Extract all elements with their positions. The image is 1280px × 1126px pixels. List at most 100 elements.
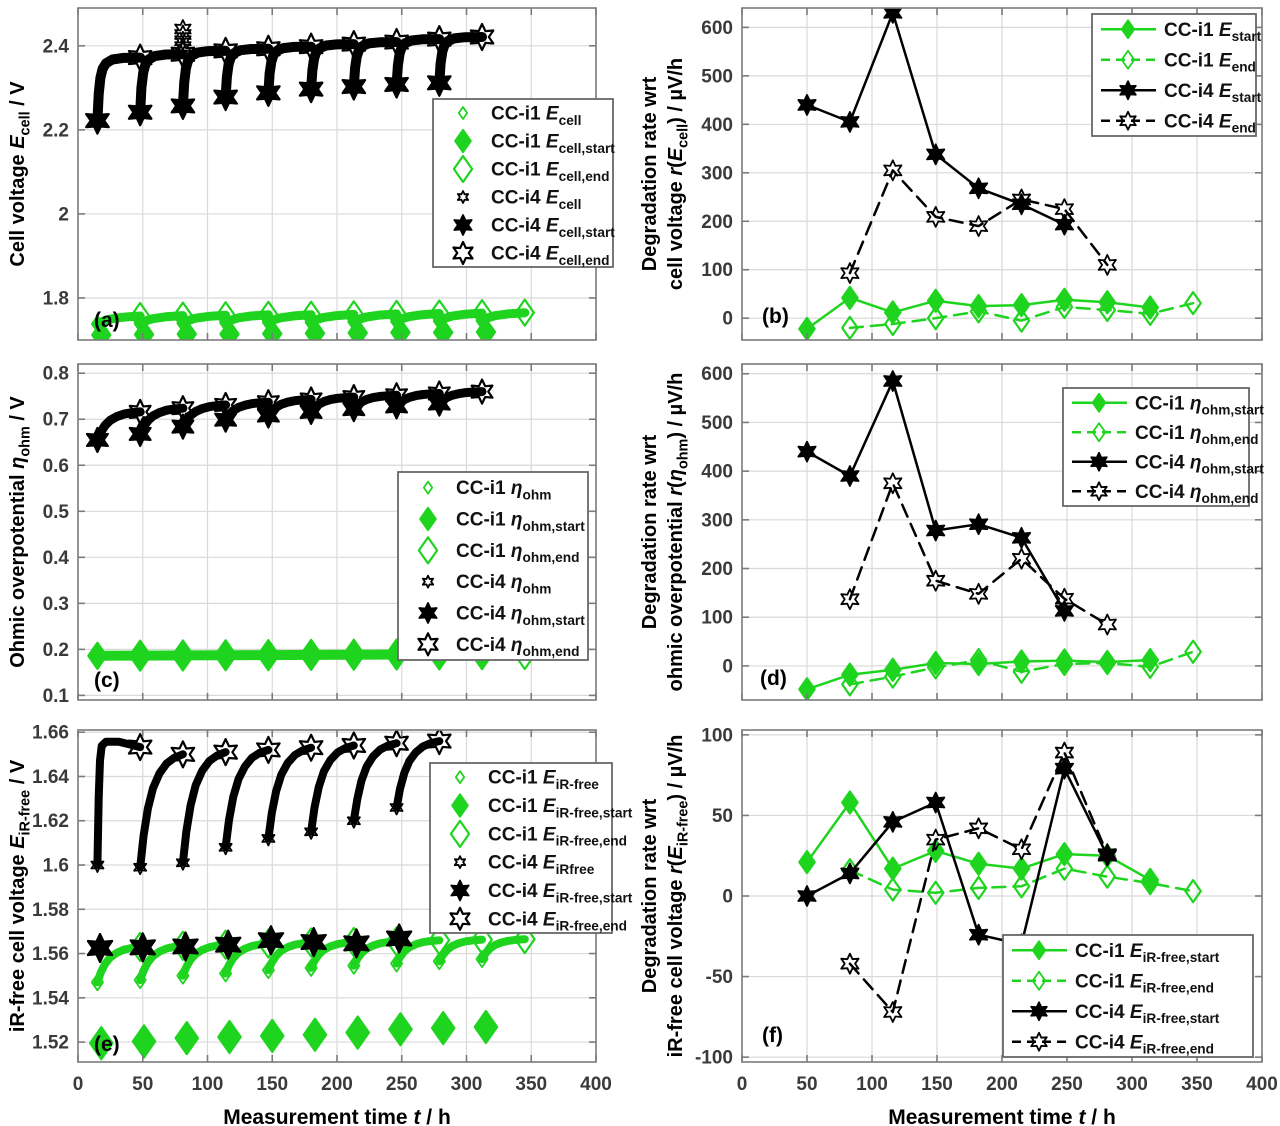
panel-e-ir-free-voltage: 1.52 1.54 1.56 1.58 1.6 1.62 1.64 1.66 0 50 100 150… bbox=[0, 712, 640, 1126]
svg-text:0.1: 0.1 bbox=[43, 686, 70, 707]
svg-text:Cell voltage Ecell / V: Cell voltage Ecell / V bbox=[7, 81, 34, 267]
svg-text:CC-i4 ηohm,end: CC-i4 ηohm,end bbox=[456, 635, 579, 659]
svg-text:0: 0 bbox=[722, 656, 733, 677]
panel-d-degradation-rate-ohm: 0 100 200 300 400 500 600 Degradation rate wrt o… bbox=[640, 352, 1280, 712]
svg-text:50: 50 bbox=[796, 1074, 817, 1095]
svg-text:-50: -50 bbox=[706, 967, 733, 988]
svg-text:CC-i1 Ecell: CC-i1 Ecell bbox=[491, 104, 581, 128]
legend-d: CC-i1 ηohm,start CC-i1 ηohm,end CC-i4 ηohm… bbox=[1062, 387, 1264, 507]
svg-text:2.2: 2.2 bbox=[43, 120, 69, 141]
svg-text:CC-i1 Eend: CC-i1 Eend bbox=[1164, 50, 1256, 74]
svg-text:200: 200 bbox=[701, 212, 733, 233]
svg-text:Degradation rate wrt: Degradation rate wrt bbox=[640, 76, 661, 271]
svg-text:CC-i1 Estart: CC-i1 Estart bbox=[1164, 20, 1262, 44]
svg-text:CC-i4 ηohm,start: CC-i4 ηohm,start bbox=[1135, 452, 1264, 476]
svg-text:100: 100 bbox=[701, 260, 733, 281]
svg-text:1.56: 1.56 bbox=[32, 944, 69, 965]
svg-text:500: 500 bbox=[701, 66, 733, 87]
panel-b-degradation-rate-ecell: 0 100 200 300 400 500 600 Degradation rate wrt c… bbox=[640, 0, 1280, 352]
svg-text:CC-i1 EiR-free,start: CC-i1 EiR-free,start bbox=[1075, 941, 1220, 965]
svg-text:600: 600 bbox=[701, 364, 733, 385]
svg-text:1.66: 1.66 bbox=[32, 723, 69, 744]
svg-text:Ohmic overpotential ηohm / V: Ohmic overpotential ηohm / V bbox=[7, 396, 34, 668]
svg-text:400: 400 bbox=[580, 1074, 612, 1095]
svg-text:400: 400 bbox=[1246, 1074, 1278, 1095]
legend-a: CC-i1 Ecell CC-i1 Ecell,start CC-i1 Ecell,… bbox=[432, 98, 615, 268]
svg-text:CC-i1 Ecell,start: CC-i1 Ecell,start bbox=[491, 132, 615, 156]
svg-text:0.8: 0.8 bbox=[43, 364, 69, 385]
svg-text:1.52: 1.52 bbox=[32, 1033, 69, 1054]
svg-text:CC-i1 ηohm,end: CC-i1 ηohm,end bbox=[456, 541, 579, 565]
svg-text:0: 0 bbox=[737, 1074, 748, 1095]
svg-text:ohmic overpotential r(ηohm) /: ohmic overpotential r(ηohm) / µV/h bbox=[665, 373, 692, 692]
svg-text:(f): (f) bbox=[762, 1024, 783, 1047]
svg-text:iR-free cell voltage EiR-free: iR-free cell voltage EiR-free / V bbox=[7, 759, 34, 1032]
svg-text:-100: -100 bbox=[695, 1048, 733, 1069]
svg-text:0.4: 0.4 bbox=[43, 548, 70, 569]
svg-text:1.8: 1.8 bbox=[43, 288, 69, 309]
svg-text:400: 400 bbox=[701, 462, 733, 483]
svg-text:150: 150 bbox=[256, 1074, 288, 1095]
svg-text:1.54: 1.54 bbox=[32, 988, 69, 1009]
svg-text:200: 200 bbox=[701, 559, 733, 580]
svg-text:50: 50 bbox=[132, 1074, 153, 1095]
svg-text:CC-i4 Ecell,end: CC-i4 Ecell,end bbox=[491, 244, 610, 268]
svg-text:CC-i1 EiR-free,end: CC-i1 EiR-free,end bbox=[1075, 971, 1214, 995]
legend-b: CC-i1 Estart CC-i1 Eend CC-i4 Estart CC-i4 … bbox=[1091, 13, 1262, 137]
svg-text:600: 600 bbox=[701, 18, 733, 39]
svg-text:2: 2 bbox=[58, 204, 69, 225]
svg-text:100: 100 bbox=[701, 608, 733, 629]
svg-text:200: 200 bbox=[986, 1074, 1018, 1095]
svg-text:(e): (e) bbox=[94, 1033, 120, 1056]
svg-text:CC-i4 EiR-free,end: CC-i4 EiR-free,end bbox=[488, 909, 627, 933]
svg-text:100: 100 bbox=[192, 1074, 224, 1095]
svg-text:CC-i4 ηohm,start: CC-i4 ηohm,start bbox=[456, 604, 585, 628]
svg-text:0.7: 0.7 bbox=[43, 410, 69, 431]
panel-a-cell-voltage: 1.8 2 2.2 2.4 Cell voltage Ecell / V (a) CC-i1… bbox=[0, 0, 640, 352]
svg-text:(c): (c) bbox=[94, 669, 120, 692]
legend-e: CC-i1 EiR-free CC-i1 EiR-free,start CC-i1 … bbox=[429, 762, 633, 934]
svg-text:0: 0 bbox=[73, 1074, 84, 1095]
svg-text:250: 250 bbox=[386, 1074, 418, 1095]
svg-text:CC-i1 EiR-free: CC-i1 EiR-free bbox=[488, 768, 599, 792]
svg-text:300: 300 bbox=[701, 510, 733, 531]
panel-c-ohmic-overpotential: 0.1 0.2 0.3 0.4 0.5 0.6 0.7 0.8 Ohmic overpotent… bbox=[0, 352, 640, 712]
svg-text:CC-i4 EiRfree: CC-i4 EiRfree bbox=[488, 853, 595, 877]
svg-text:50: 50 bbox=[712, 806, 733, 827]
svg-text:CC-i1 EiR-free,start: CC-i1 EiR-free,start bbox=[488, 796, 633, 820]
svg-text:Degradation rate wrt: Degradation rate wrt bbox=[640, 798, 661, 993]
svg-text:iR-free cell voltage r(EiR-fre: iR-free cell voltage r(EiR-free) / µV/h bbox=[665, 735, 692, 1058]
svg-text:CC-i4 EiR-free,end: CC-i4 EiR-free,end bbox=[1075, 1032, 1214, 1056]
svg-text:(d): (d) bbox=[760, 667, 787, 690]
svg-text:1.64: 1.64 bbox=[32, 767, 69, 788]
svg-text:CC-i4 Estart: CC-i4 Estart bbox=[1164, 81, 1262, 105]
svg-text:CC-i4 ηohm,end: CC-i4 ηohm,end bbox=[1135, 482, 1258, 506]
svg-text:CC-i4 EiR-free,start: CC-i4 EiR-free,start bbox=[488, 881, 633, 905]
svg-text:Measurement time t / h: Measurement time t / h bbox=[223, 1106, 451, 1126]
svg-text:0.2: 0.2 bbox=[43, 640, 69, 661]
svg-text:300: 300 bbox=[701, 163, 733, 184]
svg-text:250: 250 bbox=[1051, 1074, 1083, 1095]
svg-text:150: 150 bbox=[921, 1074, 953, 1095]
svg-text:(a): (a) bbox=[94, 309, 120, 332]
svg-text:350: 350 bbox=[1181, 1074, 1213, 1095]
svg-text:300: 300 bbox=[451, 1074, 483, 1095]
svg-text:(b): (b) bbox=[762, 305, 789, 328]
svg-text:Degradation rate wrt: Degradation rate wrt bbox=[640, 434, 661, 629]
legend-c: CC-i1 ηohm CC-i1 ηohm,start CC-i1 ηohm,end… bbox=[397, 471, 589, 661]
svg-text:350: 350 bbox=[515, 1074, 547, 1095]
svg-text:0.6: 0.6 bbox=[43, 456, 69, 477]
svg-text:CC-i1 ηohm,start: CC-i1 ηohm,start bbox=[456, 510, 585, 534]
svg-text:CC-i4 Ecell: CC-i4 Ecell bbox=[491, 188, 581, 212]
legend-f: CC-i1 EiR-free,start CC-i1 EiR-free,end CC… bbox=[1002, 934, 1254, 1058]
svg-text:100: 100 bbox=[856, 1074, 888, 1095]
svg-text:CC-i1 EiR-free,end: CC-i1 EiR-free,end bbox=[488, 824, 627, 848]
svg-text:0: 0 bbox=[722, 887, 733, 908]
svg-text:0: 0 bbox=[722, 309, 733, 330]
svg-text:2.4: 2.4 bbox=[43, 36, 70, 57]
svg-text:CC-i1 ηohm,end: CC-i1 ηohm,end bbox=[1135, 423, 1258, 447]
svg-text:400: 400 bbox=[701, 115, 733, 136]
svg-text:Measurement time t / h: Measurement time t / h bbox=[888, 1106, 1116, 1126]
svg-text:0.3: 0.3 bbox=[43, 594, 69, 615]
